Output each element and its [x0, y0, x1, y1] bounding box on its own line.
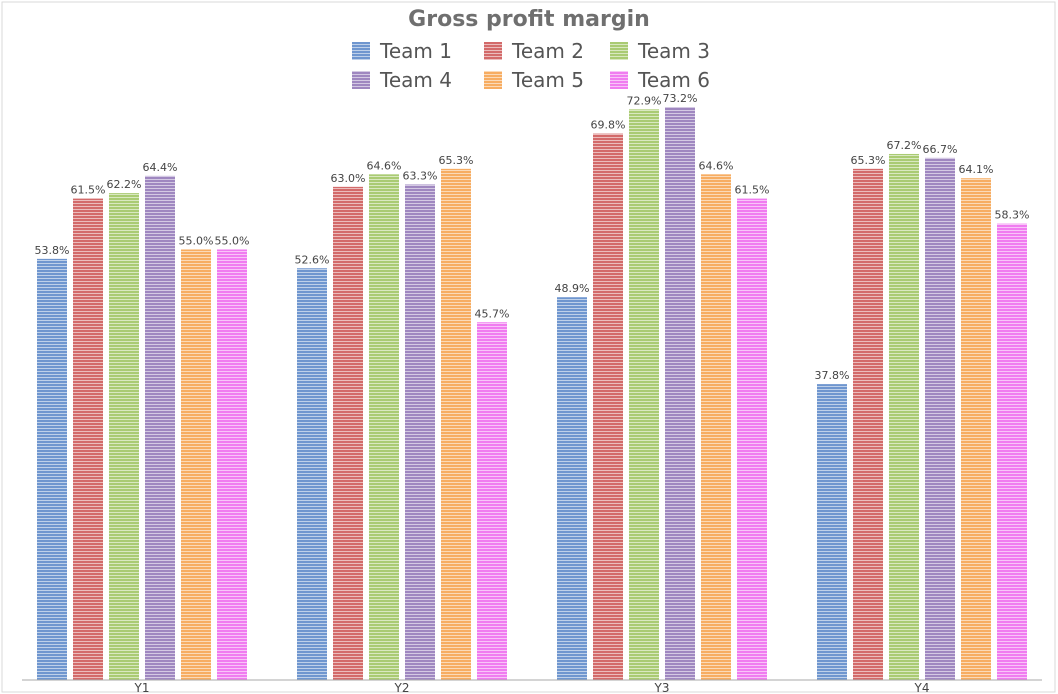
legend-swatch-stripes-1 [352, 42, 370, 60]
bar-stripes-y2-team-1 [297, 268, 327, 680]
bar-stripes-y2-team-6 [477, 322, 507, 680]
data-label-y3-team-6: 61.5% [735, 184, 770, 197]
x-tick-label-y2: Y2 [394, 681, 410, 694]
data-label-y1-team-4: 64.4% [143, 161, 178, 174]
bar-stripes-y1-team-6 [217, 249, 247, 680]
bar-stripes-y3-team-4 [665, 107, 695, 680]
data-label-y4-team-1: 37.8% [815, 369, 850, 382]
chart-title: Gross profit margin [408, 7, 650, 32]
data-label-y4-team-5: 64.1% [959, 163, 994, 176]
data-label-y3-team-3: 72.9% [627, 94, 662, 107]
data-label-y2-team-3: 64.6% [367, 159, 402, 172]
bar-stripes-y1-team-2 [73, 198, 103, 680]
data-label-y4-team-2: 65.3% [851, 154, 886, 167]
legend-label-3: Team 3 [637, 39, 710, 63]
data-label-y1-team-1: 53.8% [35, 244, 70, 257]
bar-stripes-y4-team-3 [889, 153, 919, 680]
legend-swatch-stripes-2 [484, 42, 502, 60]
legend-label-5: Team 5 [511, 68, 584, 92]
data-label-y2-team-4: 63.3% [403, 169, 438, 182]
legend-swatch-stripes-6 [610, 71, 628, 89]
legend-label-2: Team 2 [511, 39, 584, 63]
bar-stripes-y3-team-2 [593, 133, 623, 681]
bar-stripes-y4-team-6 [997, 223, 1027, 680]
data-labels: 53.8%61.5% 62.2%64.4%55.0% 55.0%52.6%63.0%… [35, 92, 1030, 382]
data-label-y3-team-1: 48.9% [555, 282, 590, 295]
bar-stripes-y2-team-3 [369, 174, 399, 680]
data-label-y2-team-1: 52.6% [295, 253, 330, 266]
legend-swatch-stripes-3 [610, 42, 628, 60]
legend-swatch-stripes-5 [484, 71, 502, 89]
legend-label-1: Team 1 [379, 39, 452, 63]
bar-stripes-y1-team-5 [181, 249, 211, 680]
data-label-y2-team-6: 45.7% [475, 307, 510, 320]
x-tick-label-y1: Y1 [134, 681, 150, 694]
legend: Team 1 Team 2 Team 3 Team 4 Team 5 Team 6 [352, 39, 710, 92]
data-label-y3-team-2: 69.8% [591, 119, 626, 132]
data-label-y1-team-5: 55.0% [179, 234, 214, 247]
bar-stripes-y2-team-4 [405, 184, 435, 680]
data-label-y3-team-4: 73.2% [663, 92, 698, 105]
data-label-y2-team-2: 63.0% [331, 172, 366, 185]
bar-stripes-y2-team-2 [333, 186, 363, 680]
bar-stripes-y4-team-1 [817, 384, 847, 680]
data-label-y2-team-5: 65.3% [439, 154, 474, 167]
data-label-y1-team-2: 61.5% [71, 184, 106, 197]
bar-stripes-y4-team-4 [925, 157, 955, 680]
data-label-y4-team-3: 67.2% [887, 139, 922, 152]
legend-label-4: Team 4 [379, 68, 452, 92]
data-label-y4-team-6: 58.3% [995, 209, 1030, 222]
bar-stripes-y3-team-1 [557, 297, 587, 680]
bar-stripes-y4-team-5 [961, 178, 991, 680]
bar-stripes-y3-team-6 [737, 198, 767, 680]
legend-swatch-stripes-4 [352, 71, 370, 89]
bar-stripes-y3-team-5 [701, 174, 731, 680]
bar-stripes-y3-team-3 [629, 109, 659, 680]
bar-stripes-y1-team-3 [109, 193, 139, 680]
bar-stripes-y1-team-1 [37, 258, 67, 680]
x-tick-label-y4: Y4 [914, 681, 930, 694]
x-axis-tick-labels: Y1 Y2 Y3 Y4 [134, 681, 930, 694]
data-label-y3-team-5: 64.6% [699, 159, 734, 172]
data-label-y1-team-6: 55.0% [215, 234, 250, 247]
data-label-y1-team-3: 62.2% [107, 178, 142, 191]
bar-stripes-y2-team-5 [441, 168, 471, 681]
legend-label-6: Team 6 [637, 68, 710, 92]
bar-stripes-y1-team-4 [145, 175, 175, 680]
bars [37, 107, 1027, 681]
x-tick-label-y3: Y3 [654, 681, 670, 694]
data-label-y4-team-4: 66.7% [923, 143, 958, 156]
bar-stripes-y4-team-2 [853, 168, 883, 681]
